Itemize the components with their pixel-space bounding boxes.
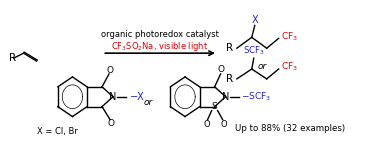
- Text: Up to 88% (32 examples): Up to 88% (32 examples): [235, 124, 345, 133]
- Text: O: O: [203, 120, 210, 129]
- Text: CF$_3$: CF$_3$: [280, 61, 298, 73]
- Text: R: R: [9, 53, 16, 63]
- Text: N: N: [222, 92, 229, 102]
- Text: or: or: [144, 98, 153, 107]
- Text: R: R: [226, 43, 233, 53]
- Text: R: R: [226, 74, 233, 84]
- Text: $-$SCF$_3$: $-$SCF$_3$: [240, 91, 271, 103]
- Text: CF$_3$SO$_2$Na, visible light: CF$_3$SO$_2$Na, visible light: [112, 40, 209, 53]
- Text: organic photoredox catalyst: organic photoredox catalyst: [101, 30, 219, 39]
- Text: O: O: [217, 65, 224, 73]
- Text: O: O: [107, 119, 115, 128]
- Text: −X: −X: [130, 92, 145, 102]
- Text: O: O: [107, 66, 113, 74]
- Text: N: N: [109, 92, 117, 102]
- Text: CF$_3$: CF$_3$: [280, 30, 298, 43]
- Text: or: or: [257, 61, 266, 70]
- Text: X: X: [251, 16, 258, 26]
- Text: S: S: [212, 102, 217, 111]
- Text: O: O: [220, 120, 227, 129]
- Text: SCF$_3$: SCF$_3$: [243, 45, 265, 57]
- Text: X = Cl, Br: X = Cl, Br: [37, 127, 78, 136]
